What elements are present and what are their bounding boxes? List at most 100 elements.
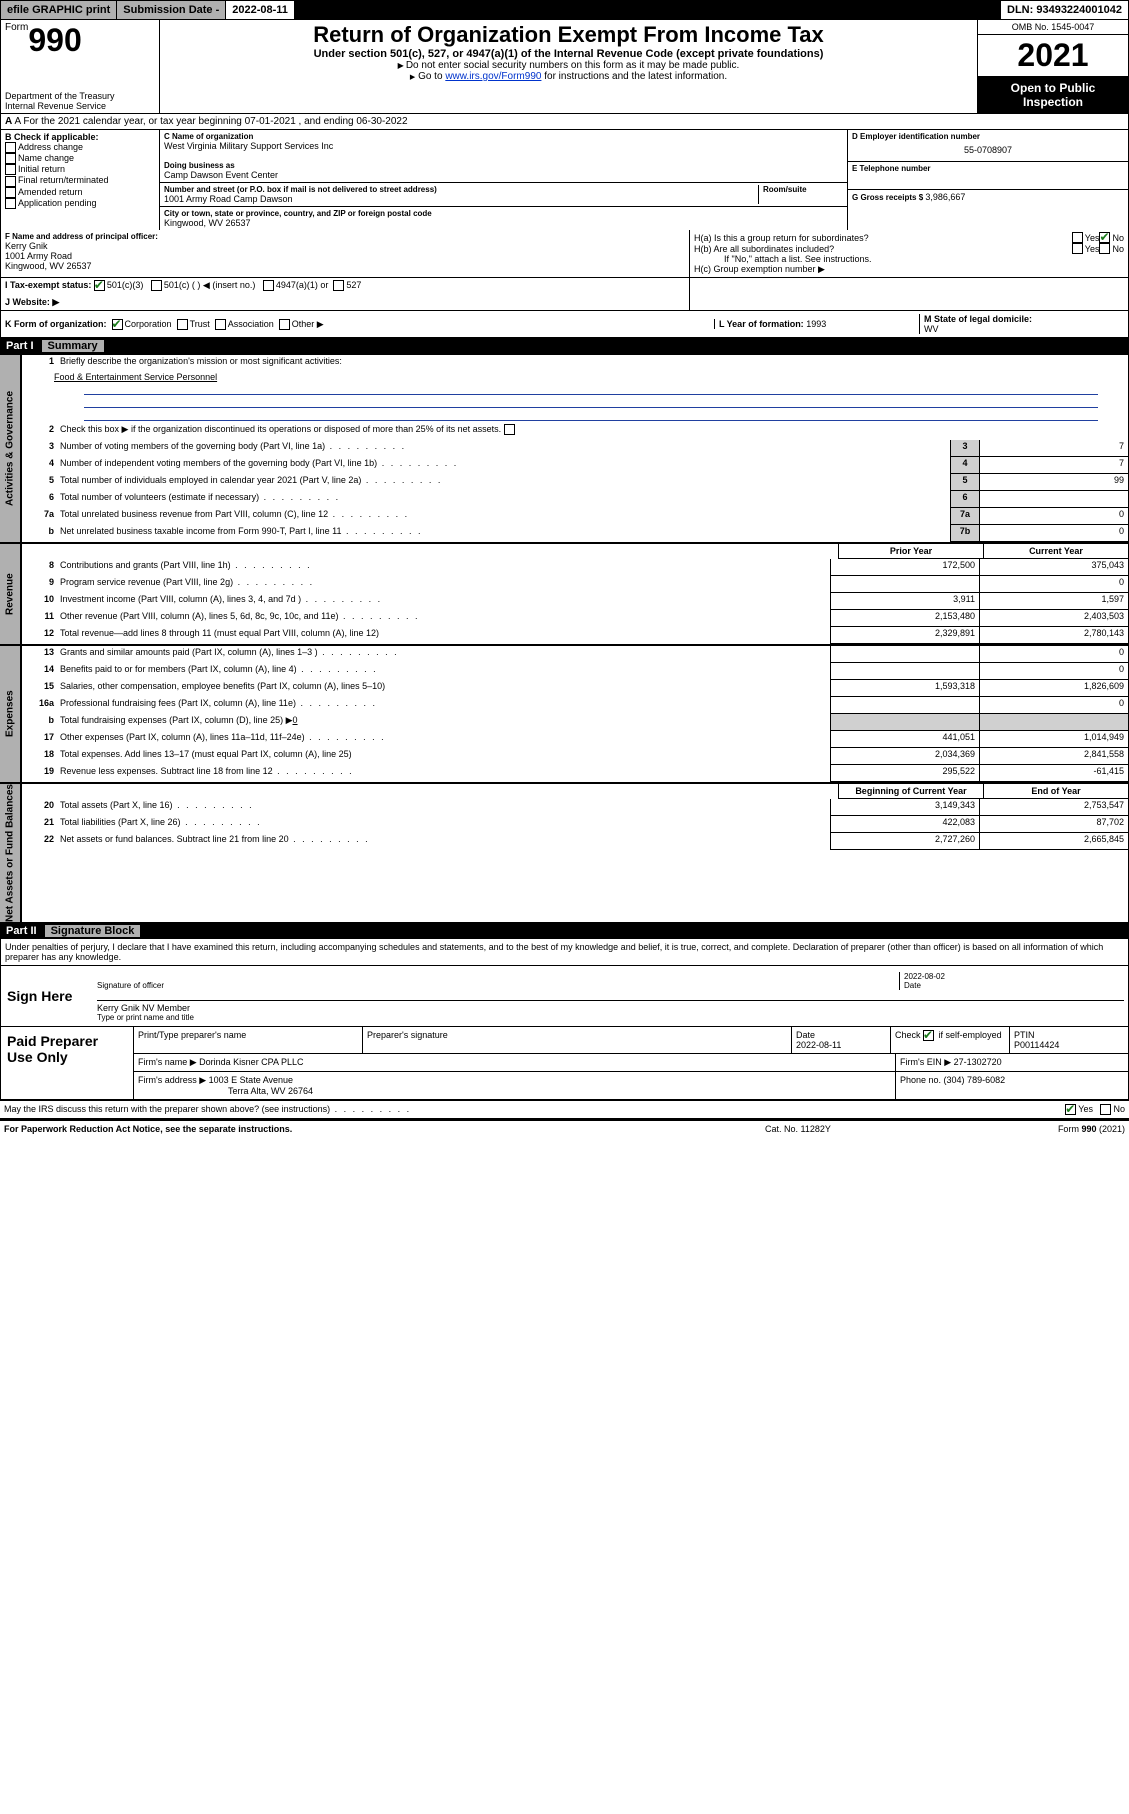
prep-self-lbl: if self-employed [939,1030,1002,1040]
exp-p13 [830,646,979,663]
cb-501c3[interactable] [94,280,105,291]
instr-1: Do not enter social security numbers on … [164,60,973,71]
cb-address-change[interactable] [5,142,16,153]
cb-ha-no[interactable] [1099,232,1110,243]
block-bcde: B Check if applicable: Address change Na… [0,130,1129,230]
o-501c: 501(c) ( ) ◀ (insert no.) [164,280,255,290]
footer-left: For Paperwork Reduction Act Notice, see … [4,1124,292,1134]
rev-c9: 0 [979,576,1128,593]
irs-label: Internal Revenue Service [5,101,155,111]
discuss-no: No [1113,1104,1125,1114]
cb-name-change[interactable] [5,153,16,164]
net-p21: 422,083 [830,816,979,833]
cb-final-return[interactable] [5,176,16,187]
prep-date-lbl: Date [796,1030,815,1040]
gov-l7a: Total unrelated business revenue from Pa… [58,508,950,525]
rev-c10: 1,597 [979,593,1128,610]
part1-title: Summary [42,340,104,352]
cb-corp[interactable] [112,319,123,330]
rev-p9 [830,576,979,593]
part2-num: Part II [6,925,45,937]
paid-preparer: Paid Preparer Use Only Print/Type prepar… [0,1027,1129,1100]
discuss-row: May the IRS discuss this return with the… [0,1100,1129,1120]
cb-app-pending[interactable] [5,198,16,209]
gov-l1: Briefly describe the organization's miss… [58,355,1128,372]
exp-c14: 0 [979,663,1128,680]
gross-lbl: G Gross receipts $ [852,193,925,202]
cb-4947[interactable] [263,280,274,291]
row-fh: F Name and address of principal officer:… [0,230,1129,278]
addr-val: 1001 Army Road Camp Dawson [164,194,758,204]
cb-self-employed[interactable] [923,1030,934,1041]
cb-trust[interactable] [177,319,188,330]
ein-lbl: D Employer identification number [852,132,1124,141]
subdate-lbl: Submission Date - [123,4,219,16]
net-p22: 2,727,260 [830,833,979,850]
hdr-current: Current Year [983,544,1128,559]
exp-l19: Revenue less expenses. Subtract line 18 … [58,765,830,782]
cb-lbl-4: Amended return [18,187,83,197]
firm-addr-lbl: Firm's address ▶ [138,1075,209,1085]
cb-hb-no[interactable] [1099,243,1110,254]
room-lbl: Room/suite [763,185,843,194]
cb-discuss-yes[interactable] [1065,1104,1076,1115]
ein-val: 55-0708907 [852,141,1124,159]
rev-l9: Program service revenue (Part VIII, line… [58,576,830,593]
gov-v3: 7 [979,440,1128,457]
exp-p16b [830,714,979,731]
form-org-lbl: K Form of organization: [5,319,107,329]
topbar-spacer [295,1,1001,19]
cb-discuss-no[interactable] [1100,1104,1111,1115]
cb-assoc[interactable] [215,319,226,330]
cb-lbl-3: Final return/terminated [18,175,109,185]
k-trust: Trust [190,319,210,329]
rev-l12: Total revenue—add lines 8 through 11 (mu… [58,627,830,644]
exp-c19: -61,415 [979,765,1128,782]
col-b-checkboxes: B Check if applicable: Address change Na… [1,130,160,230]
cb-hb-yes[interactable] [1072,243,1083,254]
tab-revenue: Revenue [0,543,21,645]
hb-lbl: H(b) Are all subordinates included? [694,244,1072,254]
firm-phone: (304) 789-6082 [944,1075,1006,1085]
hdr-begin: Beginning of Current Year [838,784,983,799]
rev-c12: 2,780,143 [979,627,1128,644]
officer-addr2: Kingwood, WV 26537 [5,261,685,271]
city-val: Kingwood, WV 26537 [164,218,843,228]
row-a-text: A For the 2021 calendar year, or tax yea… [14,116,407,127]
cb-amended[interactable] [5,187,16,198]
part1-num: Part I [6,340,42,352]
prep-name-lbl: Print/Type preparer's name [134,1027,363,1053]
sig-date-lbl: Date [904,981,921,990]
exp-p14 [830,663,979,680]
efile-label[interactable]: efile GRAPHIC print [1,1,117,19]
cb-lbl-2: Initial return [18,164,65,174]
firm-addr1: 1003 E State Avenue [209,1075,293,1085]
cb-527[interactable] [333,280,344,291]
gov-l2: Check this box ▶ if the organization dis… [58,423,1128,440]
dln: DLN: 93493224001042 [1001,1,1128,19]
footer-cat: Cat. No. 11282Y [765,1124,945,1134]
net-l22: Net assets or fund balances. Subtract li… [58,833,830,850]
dln-label: DLN: [1007,4,1036,16]
ha-no: No [1112,233,1124,243]
cb-initial-return[interactable] [5,164,16,175]
gov-v7a: 0 [979,508,1128,525]
ha-lbl: H(a) Is this a group return for subordin… [694,233,1072,243]
exp-p19: 295,522 [830,765,979,782]
rev-p12: 2,329,891 [830,627,979,644]
hb-no: No [1112,244,1124,254]
cb-other[interactable] [279,319,290,330]
exp-l16a: Professional fundraising fees (Part IX, … [58,697,830,714]
form990-link[interactable]: www.irs.gov/Form990 [445,71,541,82]
part2-title: Signature Block [45,925,141,937]
rev-c8: 375,043 [979,559,1128,576]
net-l20: Total assets (Part X, line 16) [58,799,830,816]
dln-value: 93493224001042 [1036,4,1122,16]
cb-discontinued[interactable] [504,424,515,435]
instr2-pre: Go to [418,71,445,82]
org-name: West Virginia Military Support Services … [164,141,843,151]
cb-ha-yes[interactable] [1072,232,1083,243]
domicile-val: WV [924,324,939,334]
cb-501c[interactable] [151,280,162,291]
exp-p16a [830,697,979,714]
